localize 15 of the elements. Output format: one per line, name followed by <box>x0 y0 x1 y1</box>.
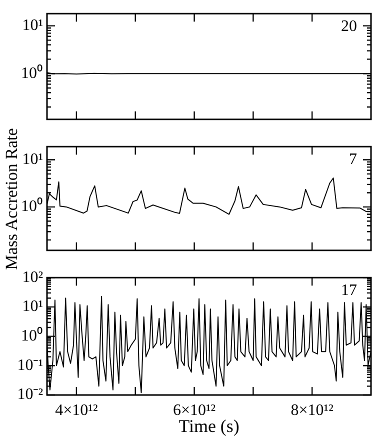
annotation: 20 <box>341 18 357 35</box>
y-tick-label: 10² <box>22 268 44 286</box>
y-tick-label: 10⁻² <box>17 386 44 404</box>
y-tick-label: 10¹ <box>22 298 44 316</box>
x-tick-label: 4×10¹² <box>55 402 98 419</box>
y-tick-label: 10⁰ <box>21 64 43 82</box>
annotation: 7 <box>349 150 357 168</box>
y-tick-label: 10¹ <box>22 17 44 34</box>
y-tick-label: 10⁻¹ <box>17 356 44 374</box>
y-tick-label: 10⁰ <box>21 326 43 345</box>
y-axis-title: Mass Accretion Rate <box>2 128 22 270</box>
y-tick-label: 10¹ <box>22 150 44 168</box>
x-tick-label: 8×10¹² <box>290 402 334 419</box>
annotation: 17 <box>341 282 357 299</box>
y-tick-label: 10⁰ <box>21 197 43 216</box>
